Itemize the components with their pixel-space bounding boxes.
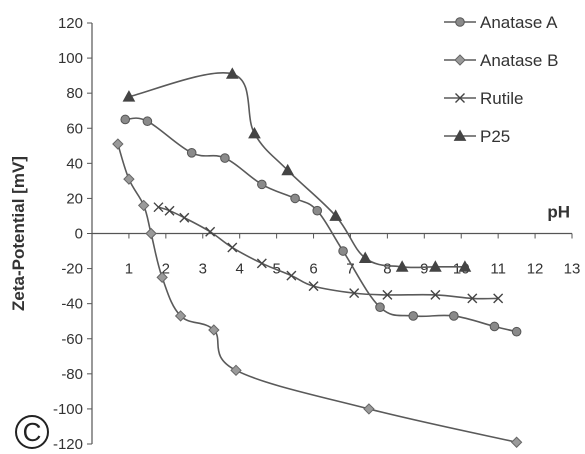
- data-point-anatase-a: [120, 114, 131, 125]
- data-point-anatase-a: [511, 326, 522, 337]
- data-point-anatase-a: [257, 179, 267, 190]
- data-point-rutile: [382, 289, 393, 300]
- data-point-anatase-b: [510, 436, 523, 448]
- data-point-rutile: [205, 226, 216, 237]
- data-point-anatase-b: [363, 403, 375, 415]
- x-tick-label: 8: [383, 261, 391, 278]
- data-point-anatase-b: [137, 199, 150, 212]
- data-point-rutile: [164, 205, 175, 216]
- data-point-rutile: [430, 289, 441, 300]
- y-axis-title: Zeta-Potential [mV]: [9, 156, 28, 311]
- data-point-anatase-b: [156, 271, 168, 284]
- data-point-anatase-a: [408, 311, 419, 321]
- series-line-rutile: [158, 206, 499, 300]
- legend-marker-rutile: [455, 93, 465, 103]
- x-tick-label: 6: [309, 261, 317, 278]
- x-tick-label: 11: [490, 261, 506, 278]
- panel-label: C: [15, 415, 49, 449]
- data-point-anatase-a: [186, 148, 197, 158]
- data-point-p25: [395, 260, 409, 272]
- y-tick-label: 60: [66, 120, 83, 137]
- series-line-anatase-a: [125, 117, 517, 333]
- data-point-rutile: [493, 293, 504, 304]
- data-point-p25: [225, 67, 239, 79]
- y-tick-label: 0: [75, 226, 83, 243]
- panel-label-text: C: [23, 417, 42, 447]
- data-point-p25: [248, 126, 261, 139]
- legend-marker-p25: [453, 129, 467, 141]
- data-point-anatase-b: [208, 324, 220, 336]
- x-tick-label: 12: [527, 261, 544, 278]
- data-point-anatase-a: [338, 246, 348, 256]
- y-tick-label: 100: [58, 50, 83, 67]
- data-point-p25: [458, 260, 472, 272]
- y-tick-label: -100: [53, 401, 83, 418]
- data-point-anatase-a: [220, 153, 230, 163]
- data-point-rutile: [349, 288, 360, 299]
- data-point-anatase-b: [123, 173, 135, 185]
- x-tick-label: 4: [236, 261, 244, 278]
- legend: Anatase A Anatase B Rutile P25: [444, 13, 558, 146]
- panel-label-circle: [15, 415, 49, 449]
- x-tick-label: 7: [346, 261, 354, 278]
- x-axis-title: pH: [547, 203, 570, 222]
- y-tick-label: -40: [61, 296, 83, 313]
- series-rutile: [153, 202, 504, 304]
- legend-item-p25: P25: [444, 127, 510, 146]
- data-point-rutile: [467, 293, 478, 304]
- series-p25: [122, 67, 472, 272]
- data-point-p25: [122, 90, 136, 102]
- legend-item-anatase-b: Anatase B: [444, 51, 558, 70]
- data-point-anatase-a: [142, 116, 153, 127]
- series-line-anatase-b: [117, 143, 517, 444]
- y-tick-label: -60: [61, 331, 83, 348]
- data-point-p25: [281, 163, 295, 176]
- data-point-p25: [429, 260, 442, 272]
- legend-item-anatase-a: Anatase A: [444, 13, 558, 32]
- y-tick-label: 80: [66, 85, 83, 102]
- series-anatase-b: [112, 138, 523, 448]
- data-point-anatase-a: [375, 302, 385, 312]
- y-tick-label: -80: [61, 366, 83, 383]
- legend-label-p25: P25: [480, 127, 510, 146]
- data-point-anatase-b: [145, 227, 157, 240]
- data-point-anatase-a: [312, 205, 323, 216]
- data-point-rutile: [286, 270, 297, 281]
- y-tick-label: 40: [66, 155, 83, 172]
- series-anatase-a: [120, 114, 522, 337]
- x-tick-label: 13: [564, 261, 581, 278]
- y-tick-label: 20: [66, 190, 83, 207]
- data-point-anatase-a: [290, 193, 300, 204]
- series-line-p25: [128, 72, 465, 269]
- x-tick-label: 1: [125, 261, 133, 278]
- y-tick-label: 120: [58, 15, 83, 32]
- series-layer: [112, 67, 523, 448]
- legend-marker-anatase-b: [454, 54, 466, 66]
- data-point-rutile: [256, 258, 267, 269]
- x-tick-label: 2: [162, 261, 170, 278]
- x-tick-label: 3: [199, 261, 207, 278]
- data-point-rutile: [308, 281, 319, 292]
- legend-label-anatase-a: Anatase A: [480, 13, 558, 32]
- data-point-rutile: [227, 242, 238, 253]
- data-point-rutile: [153, 202, 164, 213]
- data-point-anatase-b: [112, 138, 124, 150]
- legend-label-anatase-b: Anatase B: [480, 51, 558, 70]
- data-point-anatase-a: [449, 311, 459, 321]
- legend-label-rutile: Rutile: [480, 89, 523, 108]
- legend-marker-anatase-a: [455, 17, 465, 27]
- y-tick-label: -20: [61, 261, 83, 278]
- legend-item-rutile: Rutile: [444, 89, 523, 108]
- x-tick-label: 9: [420, 261, 428, 278]
- data-point-rutile: [179, 212, 190, 223]
- data-point-anatase-b: [230, 364, 242, 377]
- y-tick-label: -120: [53, 436, 83, 453]
- data-point-p25: [358, 251, 372, 263]
- data-point-anatase-a: [489, 321, 500, 332]
- data-point-anatase-b: [174, 310, 187, 322]
- data-point-p25: [329, 209, 343, 221]
